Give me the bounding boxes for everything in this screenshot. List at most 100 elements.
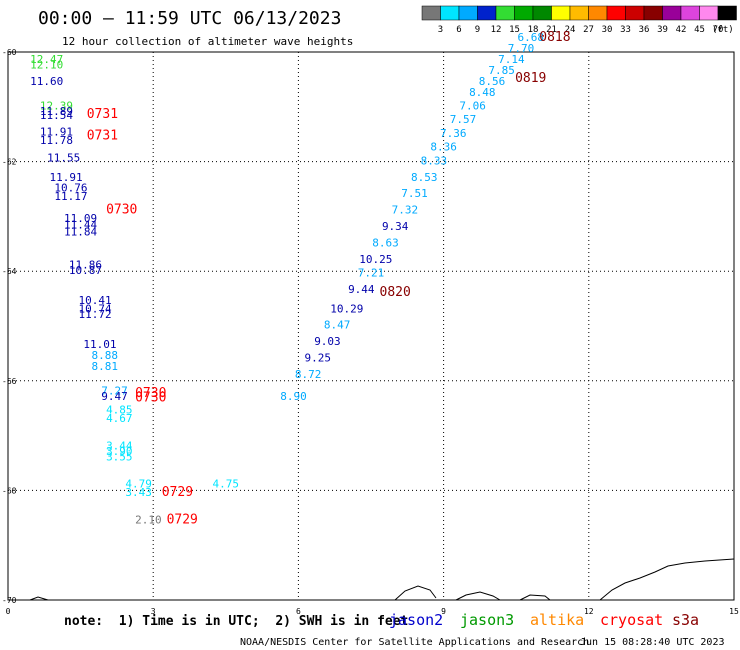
- wave-height-point: 11.01: [83, 338, 116, 351]
- colorbar-swatch: [440, 5, 460, 21]
- satellite-legend-item: altika: [530, 611, 584, 629]
- satellite-legend-item: cryosat: [600, 611, 663, 629]
- colorbar-tick-label: 21: [546, 25, 557, 35]
- colorbar-swatch: [495, 5, 515, 21]
- colorbar-tick-label: 39: [657, 25, 668, 35]
- wave-height-point: 11.09: [64, 212, 97, 225]
- colorbar-tick-label: 12: [491, 25, 502, 35]
- colorbar-tick-label: 42: [676, 25, 687, 35]
- color-scale-bar: 3 6 9 12 15 18 21 24 27 30 33 36 39 42 45 70: [421, 5, 737, 35]
- wave-height-point: 7.85: [488, 64, 515, 77]
- y-tick-label: -60: [2, 48, 17, 57]
- colorbar-tick-label: 27: [583, 25, 594, 35]
- y-tick-label: -70: [2, 596, 17, 605]
- colorbar-swatch: [551, 5, 571, 21]
- x-tick-label: 6: [296, 607, 301, 616]
- wave-height-point: 4.79: [125, 478, 152, 491]
- wave-height-point: 4.75: [213, 478, 240, 491]
- wave-height-point: 6.68: [517, 31, 544, 44]
- wave-height-point: 11.17: [54, 190, 87, 203]
- pass-time-label: 0730: [135, 386, 166, 401]
- wave-height-point: 8.48: [469, 86, 496, 99]
- wave-height-point: 7.36: [440, 127, 467, 140]
- wave-height-values: 12.4712.1011.6012.3911.8911.5411.9111.78…: [30, 31, 544, 526]
- colorbar-swatch: [532, 5, 552, 21]
- wave-height-point: 11.91: [40, 125, 73, 138]
- wave-height-point: 7.57: [450, 113, 477, 126]
- wave-height-point: 7.32: [392, 204, 419, 217]
- wave-height-point: 8.81: [92, 360, 119, 373]
- x-tick-label: 15: [729, 607, 739, 616]
- plot-frame: [7, 51, 735, 601]
- wave-height-point: 10.74: [79, 302, 112, 315]
- colorbar-swatch: [569, 5, 589, 21]
- wave-height-point: 10.41: [79, 294, 112, 307]
- y-axis-ticks: -60 -62 -64 -66 -68 -70: [2, 48, 17, 605]
- wave-height-point: 11.55: [47, 152, 80, 165]
- colorbar-swatch: [421, 5, 441, 21]
- wave-height-point: 10.29: [330, 302, 363, 315]
- wave-height-point: 11.86: [69, 258, 102, 271]
- wave-height-point: 9.47: [101, 390, 128, 403]
- colorbar-tick-label: 15: [509, 25, 520, 35]
- pass-time-label: 0818: [539, 30, 570, 45]
- coastline-outline: [29, 558, 735, 601]
- colorbar-tick-label: 33: [620, 25, 631, 35]
- wave-height-point: 12.39: [40, 100, 73, 113]
- pass-time-label: 0730: [106, 203, 137, 218]
- pass-time-label: 0731: [87, 107, 118, 122]
- footer-note: note: 1) Time is in UTC; 2) SWH is in fe…: [64, 614, 408, 629]
- wave-height-point: 11.60: [30, 75, 63, 88]
- colorbar-tick-label: 3: [438, 25, 443, 35]
- wave-height-point: 12.10: [30, 58, 63, 71]
- wave-height-point: 4.67: [106, 412, 133, 425]
- colorbar-swatch: [699, 5, 719, 21]
- footer-timestamp: Jun 15 08:28:40 UTC 2023: [580, 637, 725, 648]
- colorbar-swatch: [662, 5, 682, 21]
- wave-height-point: 11.78: [40, 134, 73, 147]
- wave-height-point: 3.55: [106, 450, 133, 463]
- wave-height-point: 8.36: [430, 141, 457, 154]
- y-tick-label: -66: [2, 377, 17, 386]
- pass-time-label: 0730: [135, 391, 166, 406]
- x-tick-label: 3: [151, 607, 156, 616]
- wave-height-point: 7.21: [358, 267, 385, 280]
- wave-height-point: 10.87: [69, 264, 102, 277]
- satellite-legend-item: jason2: [389, 611, 443, 629]
- wave-height-point: 10.25: [359, 253, 392, 266]
- colorbar-swatch: [514, 5, 534, 21]
- colorbar-swatch: [680, 5, 700, 21]
- wave-height-point: 7.27: [101, 385, 128, 398]
- colorbar-tick-label: 18: [528, 25, 539, 35]
- wave-height-point: 12.47: [30, 53, 63, 66]
- satellite-legend: jason2 jason3 altika cryosat s3a: [389, 611, 699, 629]
- colorbar-swatch: [625, 5, 645, 21]
- wave-height-point: 9.44: [348, 283, 375, 296]
- footer-credit: NOAA/NESDIS Center for Satellite Applica…: [240, 637, 589, 648]
- colorbar-tick-label: 70: [713, 25, 724, 35]
- colorbar-swatch: [477, 5, 497, 21]
- colorbar-swatch: [606, 5, 626, 21]
- wave-height-point: 11.84: [64, 226, 97, 239]
- wave-height-point: 4.85: [106, 404, 133, 417]
- colorbar-unit: (ft): [712, 25, 734, 35]
- wave-height-point: 3.43: [125, 486, 152, 499]
- colorbar-swatch: [588, 5, 608, 21]
- wave-height-point: 8.90: [280, 390, 307, 403]
- colorbar-tick-label: 6: [456, 25, 461, 35]
- colorbar-tick-label: 24: [565, 25, 576, 35]
- wave-height-point: 8.63: [372, 237, 399, 250]
- wave-height-point: 7.06: [459, 100, 486, 113]
- colorbar-tick-label: 9: [475, 25, 480, 35]
- pass-time-label: 0729: [162, 485, 193, 500]
- y-tick-label: -64: [2, 267, 17, 276]
- wave-height-point: 11.54: [40, 109, 73, 122]
- wave-height-point: 8.53: [411, 171, 438, 184]
- wave-height-point: 7.70: [508, 42, 535, 55]
- wave-height-point: 9.03: [314, 335, 341, 348]
- x-tick-label: 0: [6, 607, 11, 616]
- wave-height-point: 11.44: [64, 218, 97, 231]
- wave-height-point: 9.25: [305, 352, 332, 365]
- wave-height-point: 7.14: [498, 53, 525, 66]
